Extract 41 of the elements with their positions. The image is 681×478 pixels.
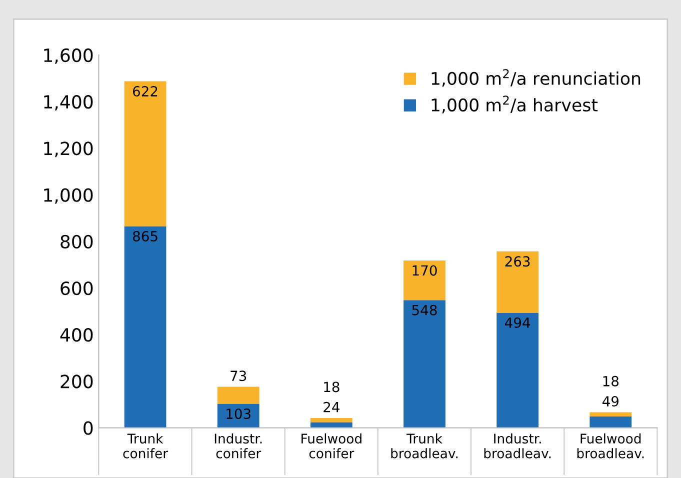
y-tick-label: 1,200 xyxy=(44,142,93,158)
bar xyxy=(310,422,352,428)
data-label: 494 xyxy=(504,317,530,328)
x-tick-label: Fuelwood broadleav. xyxy=(577,433,644,458)
data-label: 18 xyxy=(603,376,619,386)
x-tick-label: Industr. conifer xyxy=(214,433,262,458)
x-tick-label: Industr. broadleav. xyxy=(484,433,551,458)
data-label: 170 xyxy=(412,265,437,276)
x-tick-label: Trunk conifer xyxy=(123,433,168,458)
x-tick-label: Fuelwood conifer xyxy=(302,433,362,458)
data-label: 24 xyxy=(324,402,340,412)
bar xyxy=(217,404,260,428)
x-tick-label: Trunk broadleav. xyxy=(391,433,458,458)
data-label: 103 xyxy=(226,408,250,420)
bar xyxy=(590,412,632,416)
legend-label: 1,000 m$^{2}$/a renunciation xyxy=(432,69,640,87)
data-label: 73 xyxy=(230,370,246,382)
y-tick-label: 0 xyxy=(84,421,93,435)
y-tick-label: 1,600 xyxy=(44,48,93,64)
y-tick-label: 800 xyxy=(60,234,93,249)
y-tick-label: 1,000 xyxy=(44,188,93,204)
data-label: 49 xyxy=(602,396,618,407)
data-label: 18 xyxy=(324,382,340,392)
y-tick-label: 200 xyxy=(60,374,93,388)
bar xyxy=(404,260,446,300)
bar xyxy=(124,81,166,226)
data-label: 865 xyxy=(132,230,158,242)
data-label: 548 xyxy=(412,304,437,316)
bar xyxy=(496,251,538,313)
y-tick-label: 1,400 xyxy=(44,95,93,111)
bar xyxy=(217,386,260,404)
bar xyxy=(310,418,352,422)
bar xyxy=(496,312,538,428)
legend-label: 1,000 m$^{2}$/a harvest xyxy=(432,96,598,114)
bar xyxy=(124,226,166,428)
y-tick-label: 400 xyxy=(60,328,93,342)
bar xyxy=(590,416,632,428)
y-tick-label: 600 xyxy=(60,281,93,296)
data-label: 263 xyxy=(505,256,530,267)
data-label: 622 xyxy=(132,86,158,97)
bar xyxy=(404,300,446,428)
